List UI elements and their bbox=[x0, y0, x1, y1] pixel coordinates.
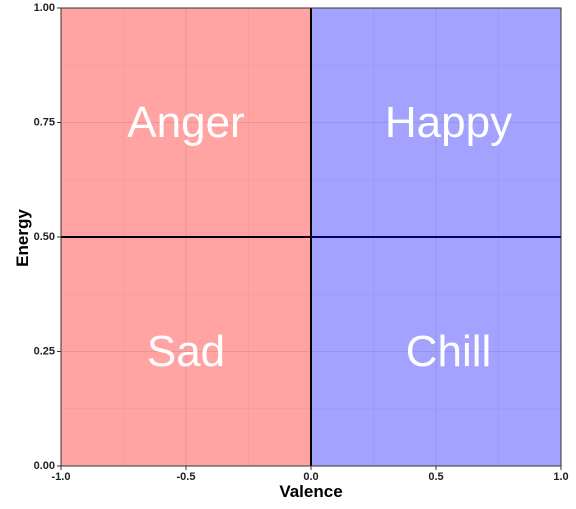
y-tick-label-1-00: 1.00 bbox=[34, 2, 55, 14]
y-tick-label-0-25: 0.25 bbox=[34, 346, 55, 358]
x-tick-label-1-0: -1.0 bbox=[52, 471, 71, 483]
x-tick-label-1-0: 1.0 bbox=[553, 471, 568, 483]
x-tick-label-0-5: 0.5 bbox=[428, 471, 443, 483]
x-axis-title: Valence bbox=[279, 482, 342, 501]
y-tick-label-0-50: 0.50 bbox=[34, 231, 55, 243]
y-tick-label-0-00: 0.00 bbox=[34, 460, 55, 472]
y-tick-label-0-75: 0.75 bbox=[34, 117, 55, 129]
quadrant-label-layer: Anger Happy Sad Chill bbox=[127, 98, 512, 376]
quadrant-label-anger: Anger bbox=[127, 98, 244, 147]
x-tick-label-0-0: 0.0 bbox=[303, 471, 318, 483]
y-axis-title: Energy bbox=[13, 209, 32, 267]
quadrant-label-happy: Happy bbox=[385, 98, 512, 147]
x-tick-label-0-5: -0.5 bbox=[177, 471, 196, 483]
quadrant-label-sad: Sad bbox=[147, 327, 225, 376]
quadrant-label-chill: Chill bbox=[406, 327, 492, 376]
ticks-layer: -1.0 -0.5 0.0 0.5 1.0 0.00 0.25 0.50 0.75 1.00 bbox=[34, 2, 569, 483]
